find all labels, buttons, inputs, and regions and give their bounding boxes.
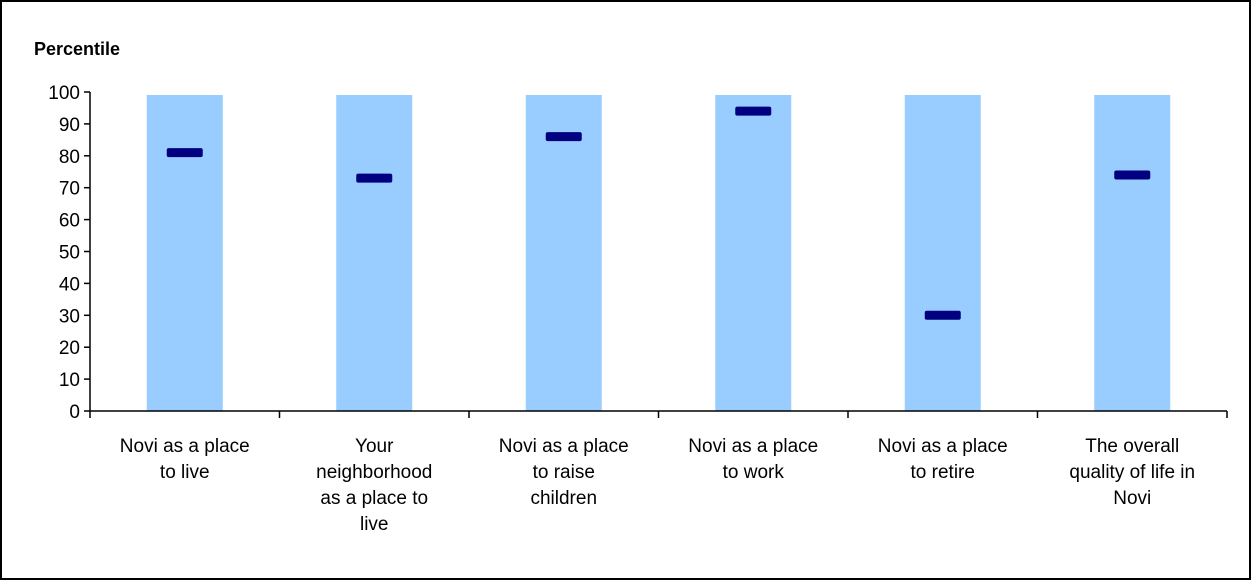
y-axis-title: Percentile — [34, 39, 120, 59]
y-tick-label: 70 — [59, 179, 80, 200]
markers-group — [166, 106, 1151, 320]
y-tick-label: 100 — [48, 83, 80, 104]
bar-1 — [146, 95, 223, 411]
y-tick-label: 0 — [69, 402, 80, 423]
marker-6 — [1114, 170, 1151, 180]
x-tick-label: Novi as a place to live — [120, 436, 250, 483]
y-tick-label: 60 — [59, 211, 80, 232]
marker-2 — [356, 173, 393, 183]
x-tick-label: The overall quality of life in Novi — [1069, 436, 1195, 509]
x-labels-group: Novi as a place to live Your neighborhood as… — [120, 436, 1195, 535]
bars-group — [146, 95, 1171, 411]
marker-1 — [166, 148, 203, 158]
bar-5 — [904, 95, 981, 411]
bar-6 — [1094, 95, 1171, 411]
y-tick-label: 30 — [59, 306, 80, 327]
y-tick-label: 40 — [59, 274, 80, 295]
y-tick-label: 80 — [59, 147, 80, 168]
y-tick-label: 90 — [59, 115, 80, 136]
y-tick-label: 50 — [59, 243, 80, 264]
y-tick-label: 20 — [59, 338, 80, 359]
x-tick-label: Novi as a place to raise children — [499, 436, 629, 509]
axes-group — [89, 92, 1228, 418]
y-ticks-group: 0 10 20 30 40 50 60 70 80 90 100 — [48, 83, 90, 423]
x-tick-label: Novi as a place to retire — [878, 436, 1008, 483]
marker-5 — [924, 310, 961, 320]
marker-4 — [735, 106, 772, 116]
y-tick-label: 10 — [59, 370, 80, 391]
bar-4 — [715, 95, 792, 411]
x-tick-label: Novi as a place to work — [688, 436, 818, 483]
x-tick-label: Your neighborhood as a place to live — [316, 436, 432, 535]
bar-3 — [525, 95, 602, 411]
marker-3 — [545, 132, 582, 142]
bar-2 — [336, 95, 413, 411]
